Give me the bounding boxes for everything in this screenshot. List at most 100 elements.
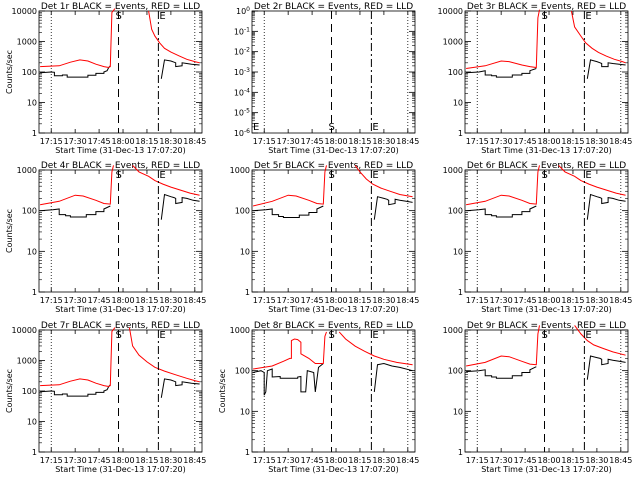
x-tick-label: 18:30 (159, 456, 182, 465)
plot-frame (38, 169, 203, 293)
x-tick-label: 18:15 (135, 137, 158, 146)
x-tick-label: 18:45 (183, 456, 206, 465)
events-series-line (586, 355, 626, 380)
x-tick-label: 17:30 (490, 137, 513, 146)
x-tick-label: 17:45 (301, 456, 324, 465)
x-tick-label: 17:30 (490, 456, 513, 465)
end-marker-label: E (159, 170, 165, 181)
x-tick-label: 18:30 (372, 137, 395, 146)
x-tick-label: 18:45 (396, 296, 419, 305)
x-tick-label: 18:15 (135, 296, 158, 305)
lld-series-line (40, 327, 116, 388)
x-tick-label: 17:15 (40, 137, 63, 146)
y-tick-label: 1 (32, 288, 37, 297)
y-tick-label: 10000 (438, 7, 463, 16)
lld-series-line (466, 9, 540, 69)
y-tick-label: 1 (32, 129, 37, 138)
y-tick-label: 1 (32, 448, 37, 457)
events-series-line (40, 205, 111, 218)
x-tick-label: 17:15 (253, 456, 276, 465)
events-series-line (586, 59, 626, 79)
x-tick-label: 17:15 (466, 137, 489, 146)
end-marker-label: E (372, 122, 378, 133)
lld-series-line (128, 327, 200, 383)
y-tick-label: 1000 (443, 166, 463, 175)
y-tick-label: 10 (453, 407, 463, 416)
lld-series-line (354, 165, 413, 198)
x-tick-label: 18:45 (183, 137, 206, 146)
x-tick-label: 17:15 (253, 296, 276, 305)
y-tick-label: 10-4 (234, 87, 250, 97)
lld-series-line (40, 165, 114, 206)
x-tick-label: 18:00 (324, 137, 347, 146)
x-tick-label: 18:00 (537, 456, 560, 465)
events-series-line (40, 65, 111, 78)
y-axis-label: Counts/sec (218, 369, 227, 413)
x-tick-label: 18:30 (372, 456, 395, 465)
end-marker-label: E (585, 170, 591, 181)
x-tick-label: 18:30 (159, 137, 182, 146)
panel-title: Det 6r BLACK = Events, RED = LLD (467, 161, 626, 171)
x-tick-label: 18:45 (609, 456, 632, 465)
x-tick-label: 18:00 (324, 296, 347, 305)
y-tick-label: 10 (27, 99, 37, 108)
x-axis-label: Start Time (31-Dec-13 17:07:20) (481, 305, 612, 314)
panel-title: Det 3r BLACK = Events, RED = LLD (467, 2, 626, 12)
x-tick-label: 17:45 (88, 137, 111, 146)
x-tick-label: 18:45 (396, 137, 419, 146)
y-tick-label: 10-3 (234, 67, 250, 77)
lld-series-line (132, 165, 200, 196)
x-tick-label: 17:45 (514, 296, 537, 305)
start-marker-label: S (542, 11, 548, 22)
y-axis-label: Counts/sec (5, 209, 14, 253)
lld-series-line (570, 10, 626, 64)
y-tick-label: 100 (22, 68, 37, 77)
x-tick-label: 18:45 (609, 137, 632, 146)
events-series-line (253, 205, 324, 218)
lld-series-line (253, 331, 327, 370)
lld-series-line (40, 8, 116, 69)
x-tick-label: 17:45 (88, 296, 111, 305)
y-tick-label: 10 (453, 247, 463, 256)
x-tick-label: 17:15 (40, 296, 63, 305)
x-tick-label: 17:15 (466, 456, 489, 465)
plot-frame (251, 10, 416, 134)
start-marker-label: S (116, 11, 122, 22)
x-tick-label: 18:30 (585, 456, 608, 465)
y-axis-label: Counts/sec (5, 50, 14, 94)
x-axis-label: Start Time (31-Dec-13 17:07:20) (55, 305, 186, 314)
y-tick-label: 100 (448, 367, 463, 376)
y-tick-label: 10 (27, 247, 37, 256)
y-tick-label: 100 (236, 6, 250, 16)
x-tick-label: 17:30 (277, 456, 300, 465)
x-axis-label: Start Time (31-Dec-13 17:07:20) (55, 465, 186, 474)
y-tick-label: 100 (448, 68, 463, 77)
plot-frame (38, 329, 203, 453)
y-tick-label: 1 (458, 129, 463, 138)
y-tick-label: 10000 (12, 7, 37, 16)
y-tick-label: 1000 (17, 166, 37, 175)
events-series-line (40, 384, 111, 397)
plot-frame (251, 169, 416, 293)
panel-3: Det 3r BLACK = Events, RED = LLD 17:15 17:… (438, 2, 633, 155)
x-tick-label: 18:30 (585, 296, 608, 305)
y-tick-label: 1 (458, 288, 463, 297)
y-tick-label: 100 (22, 387, 37, 396)
x-tick-label: 18:45 (183, 296, 206, 305)
x-tick-label: 17:45 (301, 296, 324, 305)
x-tick-label: 17:45 (514, 456, 537, 465)
end-marker-label: E (159, 11, 165, 22)
x-tick-label: 18:00 (537, 137, 560, 146)
y-tick-label: 10 (27, 418, 37, 427)
x-tick-label: 18:15 (561, 296, 584, 305)
start-marker-label: S (542, 330, 548, 341)
x-tick-label: 18:00 (537, 296, 560, 305)
y-tick-label: 1 (245, 288, 250, 297)
start-marker-label: S (329, 330, 335, 341)
x-tick-label: 18:45 (609, 296, 632, 305)
lld-series-line (148, 10, 200, 64)
